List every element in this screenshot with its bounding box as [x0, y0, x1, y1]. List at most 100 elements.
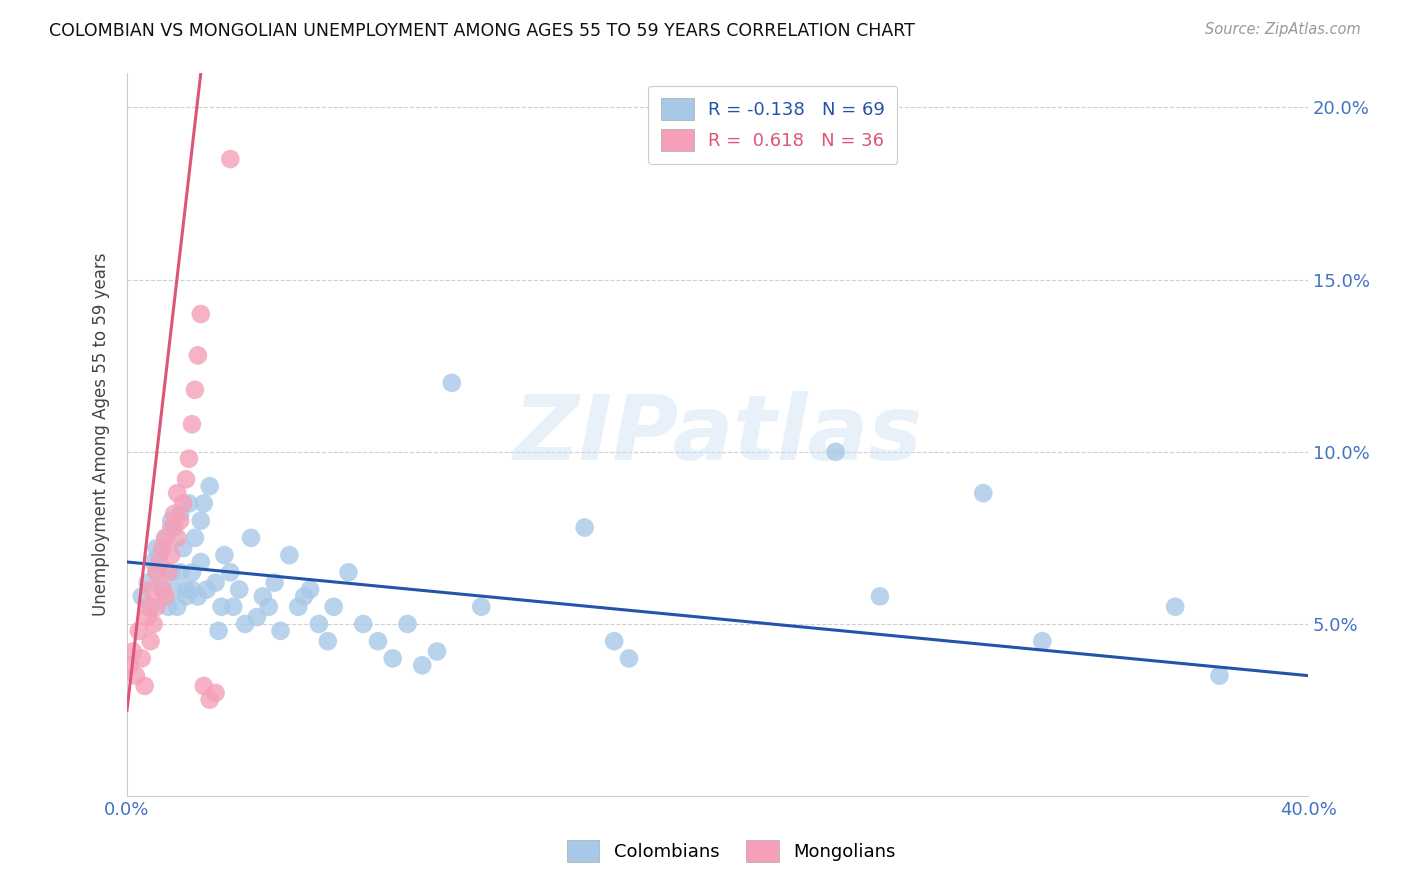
Point	[145, 566, 167, 580]
Point	[299, 582, 322, 597]
Point	[278, 548, 301, 562]
Text: COLOMBIAN VS MONGOLIAN UNEMPLOYMENT AMONG AGES 55 TO 59 YEARS CORRELATION CHART: COLOMBIAN VS MONGOLIAN UNEMPLOYMENT AMON…	[49, 22, 915, 40]
Point	[195, 582, 218, 597]
Point	[337, 566, 360, 580]
Point	[169, 514, 191, 528]
Point	[118, 658, 141, 673]
Point	[222, 599, 245, 614]
Point	[214, 548, 236, 562]
Point	[219, 566, 242, 580]
Point	[287, 599, 309, 614]
Point	[160, 520, 183, 534]
Point	[367, 634, 389, 648]
Point	[193, 679, 215, 693]
Point	[263, 575, 285, 590]
Point	[316, 634, 339, 648]
Point	[193, 496, 215, 510]
Point	[160, 548, 183, 562]
Point	[1031, 634, 1053, 648]
Point	[148, 548, 170, 562]
Point	[869, 590, 891, 604]
Point	[145, 541, 167, 556]
Point	[181, 417, 204, 432]
Point	[574, 520, 596, 534]
Point	[603, 634, 626, 648]
Point	[152, 582, 174, 597]
Point	[155, 531, 177, 545]
Point	[139, 582, 162, 597]
Point	[128, 624, 150, 638]
Point	[228, 582, 250, 597]
Point	[1208, 668, 1230, 682]
Point	[148, 555, 170, 569]
Point	[152, 582, 174, 597]
Point	[177, 451, 200, 466]
Point	[824, 444, 846, 458]
Point	[270, 624, 292, 638]
Point	[125, 668, 148, 682]
Point	[240, 531, 263, 545]
Point	[136, 575, 159, 590]
Point	[190, 307, 212, 321]
Point	[308, 617, 330, 632]
Point	[169, 566, 191, 580]
Point	[145, 599, 167, 614]
Point	[184, 531, 207, 545]
Point	[440, 376, 463, 390]
Text: ZIPatlas: ZIPatlas	[513, 391, 922, 479]
Point	[292, 590, 315, 604]
Point	[177, 496, 200, 510]
Point	[219, 152, 242, 166]
Point	[411, 658, 433, 673]
Point	[207, 624, 229, 638]
Point	[187, 590, 209, 604]
Point	[184, 383, 207, 397]
Point	[181, 566, 204, 580]
Point	[174, 472, 197, 486]
Point	[163, 520, 186, 534]
Point	[157, 599, 180, 614]
Legend: R = -0.138   N = 69, R =  0.618   N = 36: R = -0.138 N = 69, R = 0.618 N = 36	[648, 86, 897, 164]
Point	[233, 617, 256, 632]
Point	[322, 599, 344, 614]
Y-axis label: Unemployment Among Ages 55 to 59 years: Unemployment Among Ages 55 to 59 years	[93, 252, 110, 616]
Point	[470, 599, 492, 614]
Point	[155, 531, 177, 545]
Point	[157, 566, 180, 580]
Point	[174, 582, 197, 597]
Point	[139, 634, 162, 648]
Point	[257, 599, 280, 614]
Point	[181, 582, 204, 597]
Point	[211, 599, 233, 614]
Point	[426, 644, 449, 658]
Point	[252, 590, 274, 604]
Point	[190, 555, 212, 569]
Point	[617, 651, 640, 665]
Point	[131, 590, 153, 604]
Point	[172, 541, 194, 556]
Point	[142, 617, 165, 632]
Point	[152, 541, 174, 556]
Point	[396, 617, 419, 632]
Point	[187, 348, 209, 362]
Point	[155, 590, 177, 604]
Point	[122, 644, 145, 658]
Point	[166, 599, 188, 614]
Point	[166, 531, 188, 545]
Point	[352, 617, 374, 632]
Point	[163, 507, 186, 521]
Text: Source: ZipAtlas.com: Source: ZipAtlas.com	[1205, 22, 1361, 37]
Point	[142, 555, 165, 569]
Point	[174, 590, 197, 604]
Point	[190, 514, 212, 528]
Point	[381, 651, 404, 665]
Point	[136, 599, 159, 614]
Point	[136, 610, 159, 624]
Point	[166, 486, 188, 500]
Point	[169, 507, 191, 521]
Point	[172, 496, 194, 510]
Point	[160, 566, 183, 580]
Point	[145, 566, 167, 580]
Point	[204, 575, 226, 590]
Point	[131, 651, 153, 665]
